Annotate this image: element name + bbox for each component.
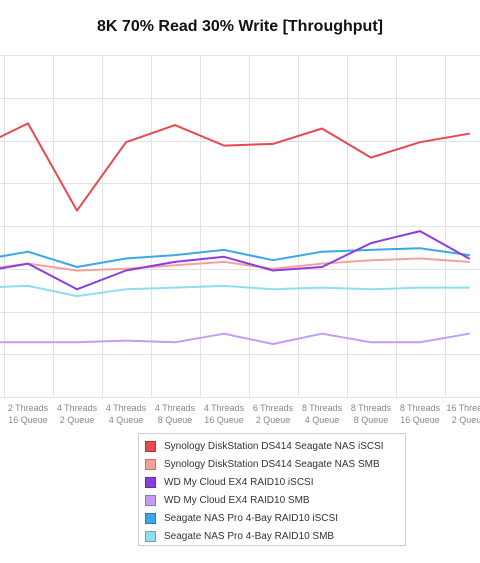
legend-label: WD My Cloud EX4 RAID10 iSCSI <box>164 476 314 488</box>
legend-swatch <box>145 530 156 542</box>
legend-item[interactable]: Synology DiskStation DS414 Seagate NAS S… <box>145 455 405 473</box>
series-line <box>0 230 470 291</box>
x-tick-label: 4 Queue <box>109 415 144 425</box>
legend-item[interactable]: WD My Cloud EX4 RAID10 iSCSI <box>145 473 405 491</box>
x-tick-label: 16 Queue <box>204 415 244 425</box>
legend-item[interactable]: Seagate NAS Pro 4-Bay RAID10 SMB <box>145 527 405 545</box>
legend-swatch <box>145 512 156 524</box>
x-tick-label: 4 Threads <box>57 403 98 413</box>
x-tick-label: 16 Queue <box>8 415 48 425</box>
legend-swatch <box>145 476 156 488</box>
series-line <box>0 247 470 268</box>
chart-legend: Synology DiskStation DS414 Seagate NAS i… <box>138 433 406 546</box>
x-tick-label: 8 Threads <box>351 403 392 413</box>
x-tick-label: 16 Threads <box>446 403 480 413</box>
x-tick-label: 2 Queue <box>60 415 95 425</box>
x-tick-label: 4 Threads <box>204 403 245 413</box>
x-tick-label: 2 Threads <box>8 403 49 413</box>
series-line <box>0 284 470 298</box>
legend-item[interactable]: WD My Cloud EX4 RAID10 SMB <box>145 491 405 509</box>
legend-item[interactable]: Seagate NAS Pro 4-Bay RAID10 iSCSI <box>145 509 405 527</box>
legend-label: Seagate NAS Pro 4-Bay RAID10 SMB <box>164 530 335 542</box>
legend-item[interactable]: Synology DiskStation DS414 Seagate NAS i… <box>145 437 405 455</box>
legend-label: Seagate NAS Pro 4-Bay RAID10 iSCSI <box>164 512 338 524</box>
x-tick-label: 8 Threads <box>400 403 441 413</box>
legend-swatch <box>145 440 156 452</box>
legend-swatch <box>145 494 156 506</box>
series-line <box>0 257 470 272</box>
x-tick-label: 8 Threads <box>302 403 343 413</box>
x-tick-label: 4 Threads <box>106 403 147 413</box>
legend-label: Synology DiskStation DS414 Seagate NAS S… <box>164 458 380 470</box>
x-tick-label: 4 Threads <box>155 403 196 413</box>
legend-swatch <box>145 458 156 470</box>
x-tick-label: 8 Queue <box>354 415 389 425</box>
x-tick-label: 16 Queue <box>400 415 440 425</box>
legend-label: Synology DiskStation DS414 Seagate NAS i… <box>164 440 384 452</box>
x-tick-label: 2 Queue <box>452 415 480 425</box>
chart-title: 8K 70% Read 30% Write [Throughput] <box>97 18 383 35</box>
legend-label: WD My Cloud EX4 RAID10 SMB <box>164 494 310 506</box>
x-tick-label: 2 Queue <box>256 415 291 425</box>
series-line <box>0 122 470 212</box>
x-tick-label: 8 Queue <box>158 415 193 425</box>
x-tick-label: 4 Queue <box>305 415 340 425</box>
series-line <box>0 332 470 345</box>
x-tick-label: 6 Threads <box>253 403 294 413</box>
